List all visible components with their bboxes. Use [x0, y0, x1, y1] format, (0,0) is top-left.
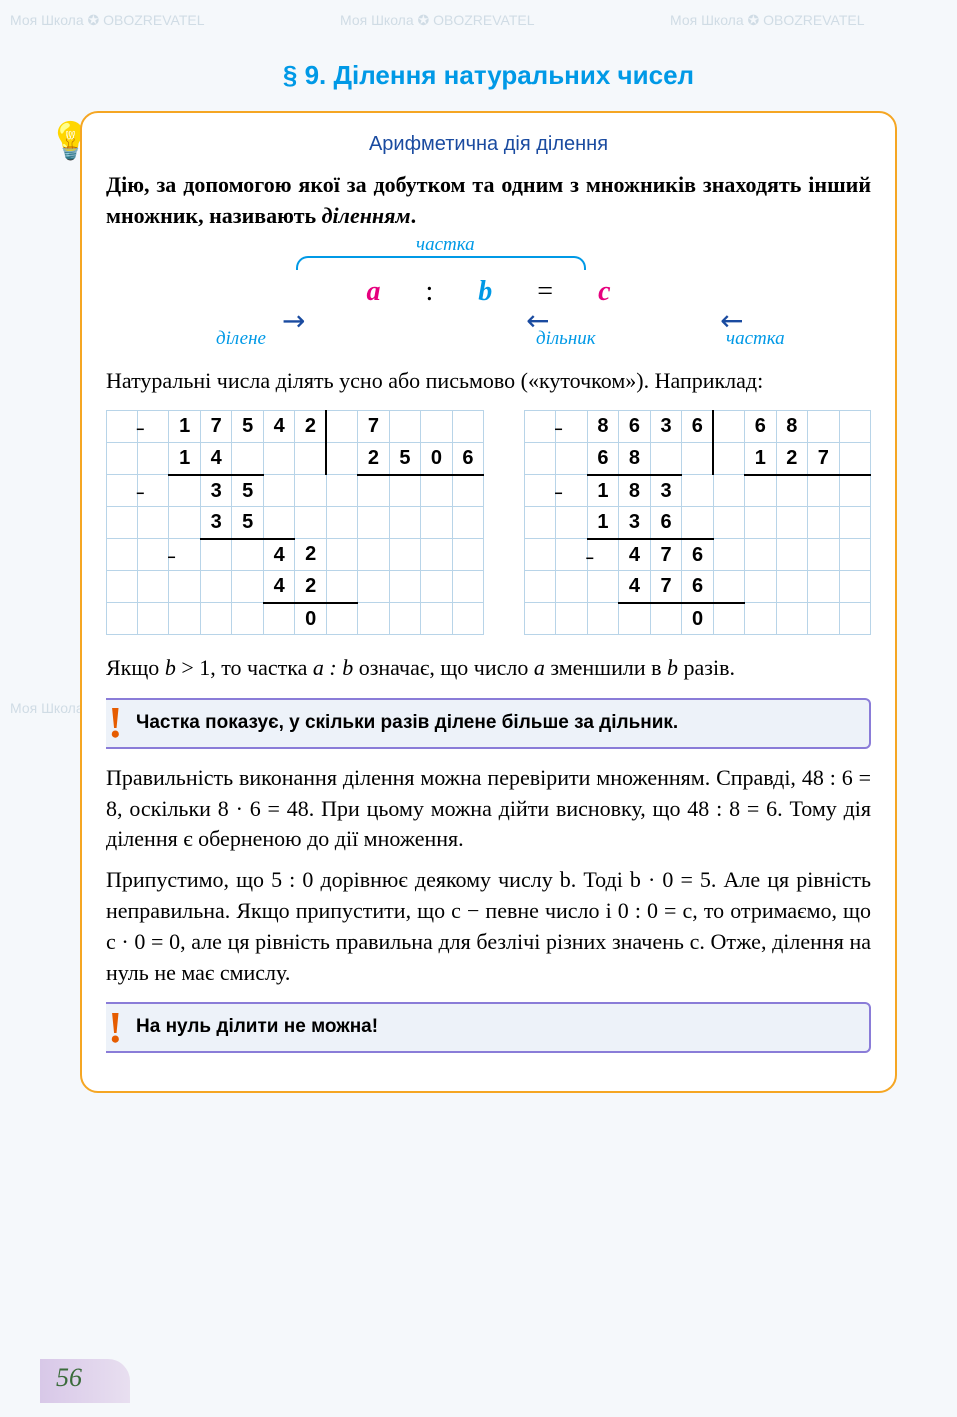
def-term: діленням: [322, 203, 411, 228]
paragraph-1: Натуральні числа ділять усно або письмов…: [106, 366, 871, 397]
exclaim-icon: !: [108, 997, 123, 1059]
long-division-2: −86366868127−183136−4764760: [524, 410, 871, 635]
var-a: a: [366, 276, 380, 307]
equals: =: [499, 276, 591, 307]
paragraph-2: Якщо b > 1, то частка a : b означає, що …: [106, 653, 871, 684]
long-division-grids: −175427142506−3535−42420 −86366868127−18…: [106, 410, 871, 635]
definition: Дію, за допомогою якої за добутком та од…: [106, 170, 871, 232]
paragraph-3: Правильність виконання ділення можна пер…: [106, 763, 871, 855]
p2-expr: a : b: [313, 655, 353, 680]
paragraph-4: Припустимо, що 5 : 0 дорівнює деякому чи…: [106, 865, 871, 988]
brace-label-top: частка: [416, 234, 475, 256]
p2-t4: означає, що число: [353, 655, 534, 680]
callout-1: ! Частка показує, у скільки разів ділене…: [106, 698, 871, 749]
p2-t6: зменшили в: [545, 655, 667, 680]
label-quotient: частка: [726, 328, 785, 350]
brace-top: [296, 256, 586, 270]
division-equation: частка a : b = c ↗ ↖ ↖ ділене дільник ча…: [106, 244, 871, 354]
page-number-deco: [40, 1359, 130, 1403]
page-number: 56: [56, 1363, 82, 1393]
def-part1: Дію, за допомогою якої за добутком та од…: [106, 172, 871, 228]
equation: a : b = c: [106, 276, 871, 308]
p2-t8: разів.: [678, 655, 735, 680]
label-divisor: дільник: [536, 328, 596, 350]
exclaim-icon: !: [108, 693, 123, 755]
var-c: c: [598, 276, 610, 307]
long-division-1: −175427142506−3535−42420: [106, 410, 484, 635]
p2-var-a: a: [534, 655, 545, 680]
def-part3: .: [411, 203, 417, 228]
colon: :: [387, 276, 471, 307]
callout-2: ! На нуль ділити не можна!: [106, 1002, 871, 1053]
content-box: Арифметична дія ділення Дію, за допомого…: [80, 111, 897, 1093]
p2-t0: Якщо: [106, 655, 165, 680]
label-dividend: ділене: [216, 328, 266, 350]
var-b: b: [478, 276, 492, 307]
subtitle: Арифметична дія ділення: [106, 133, 871, 156]
callout-2-text: На нуль ділити не можна!: [136, 1016, 378, 1037]
p2-var-b: b: [165, 655, 176, 680]
p2-var-b2: b: [667, 655, 678, 680]
callout-1-text: Частка показує, у скільки разів ділене б…: [136, 712, 678, 733]
section-title: § 9. Ділення натуральних чисел: [80, 60, 897, 91]
p2-t2: > 1, то частка: [176, 655, 313, 680]
